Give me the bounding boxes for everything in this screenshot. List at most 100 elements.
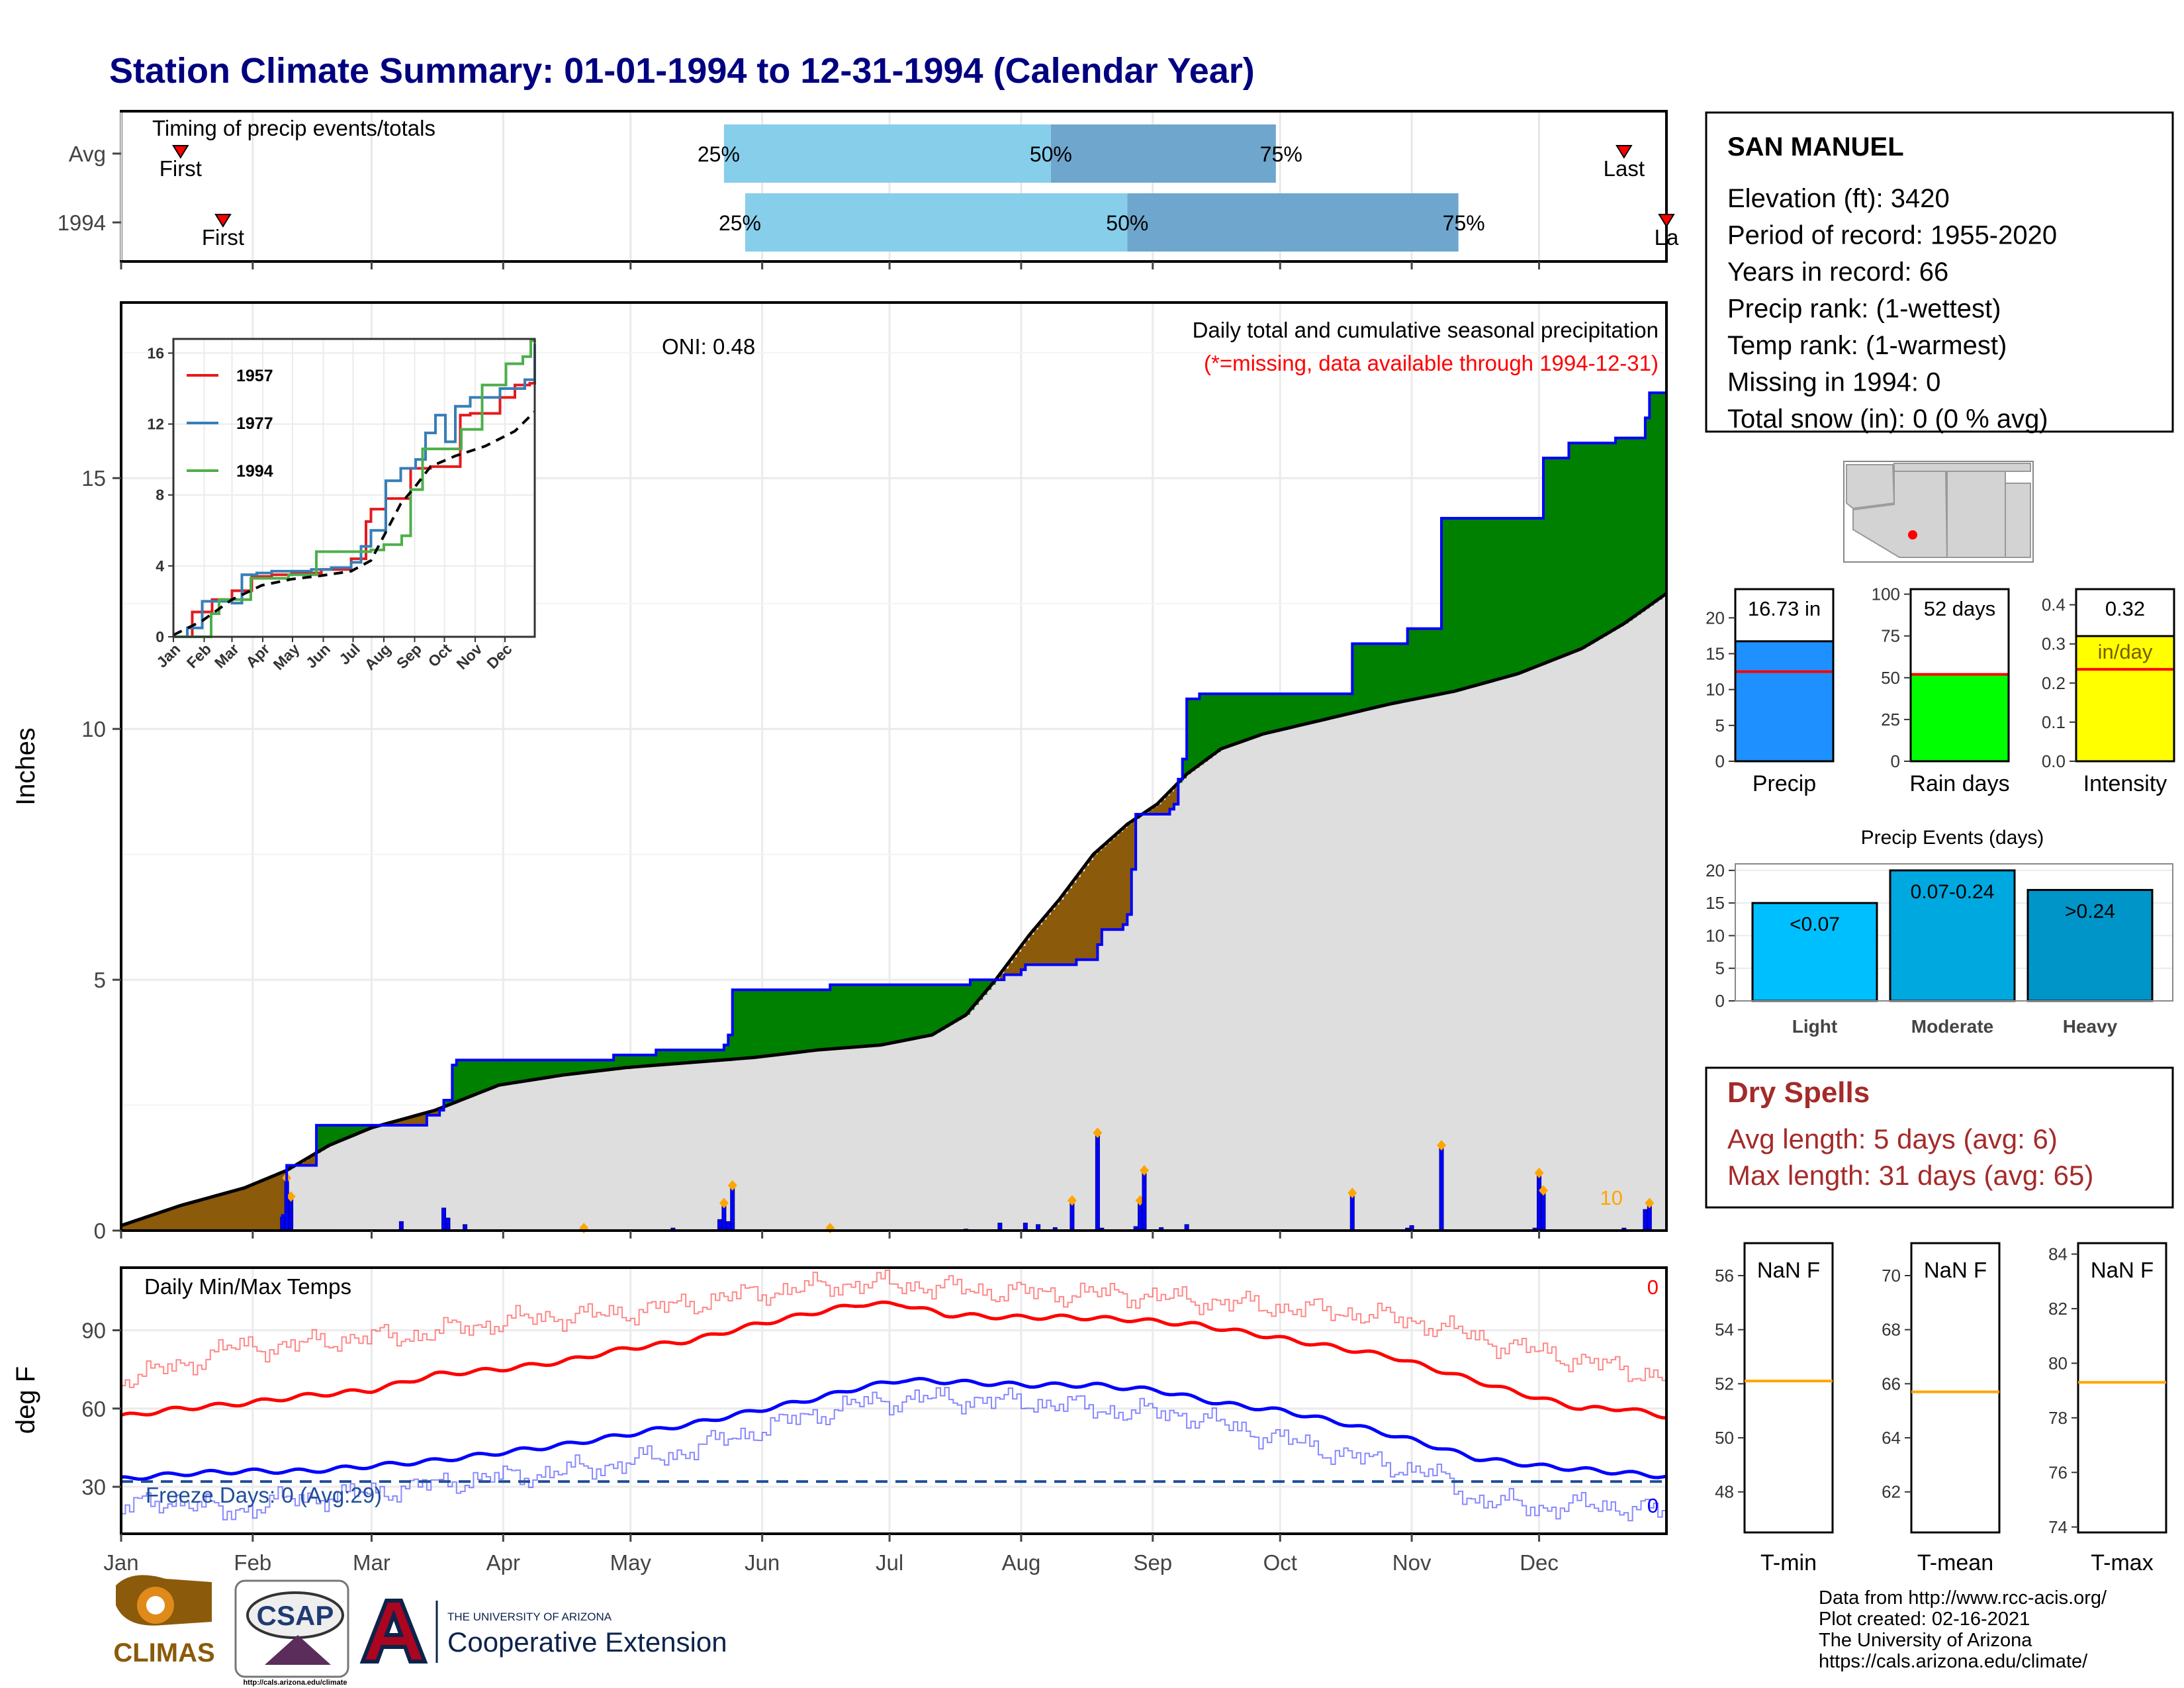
avg-area-segment: [1496, 679, 1502, 1231]
above-avg-segment: [821, 990, 827, 1050]
avg-area-segment: [1594, 641, 1599, 1231]
above-avg-segment: [1356, 643, 1361, 712]
above-avg-segment: [915, 984, 920, 1039]
temp-extreme-line: [121, 1270, 1667, 1388]
avg-area-segment: [512, 1083, 517, 1231]
above-avg-segment: [477, 1060, 482, 1094]
below-avg-segment: [227, 1192, 232, 1231]
inset-bg: [173, 339, 535, 637]
oni-label: ONI: 0.48: [662, 334, 755, 359]
below-avg-segment: [410, 1117, 415, 1125]
avg-area-segment: [1641, 611, 1646, 1231]
below-avg-segment: [418, 1115, 424, 1125]
above-avg-segment: [893, 984, 899, 1043]
heavy-event-marker: [1538, 1185, 1548, 1196]
avg-area-segment: [1454, 691, 1459, 1231]
above-avg-segment: [316, 1125, 322, 1153]
above-avg-segment: [1514, 518, 1519, 675]
avg-area-segment: [745, 1058, 750, 1231]
footer-credits: Data from http://www.rcc-acis.org/Plot c…: [1819, 1587, 2107, 1672]
avg-area-segment: [906, 1040, 911, 1231]
below-avg-segment: [146, 1217, 152, 1231]
below-avg-segment: [163, 1211, 169, 1231]
daily-precip-bar: [1537, 1172, 1542, 1231]
below-avg-segment: [142, 1218, 148, 1231]
daily-precip-bar: [730, 1185, 735, 1231]
above-avg-segment: [549, 1060, 555, 1078]
above-avg-segment: [1424, 628, 1430, 698]
above-avg-segment: [333, 1125, 338, 1144]
avg-area-segment: [1118, 929, 1124, 1231]
above-avg-segment: [1535, 518, 1540, 667]
above-avg-segment: [350, 1125, 355, 1137]
last-event-label: Last: [1604, 156, 1645, 181]
above-avg-segment: [978, 980, 983, 1000]
above-avg-segment: [741, 990, 746, 1059]
avg-area-segment: [1458, 690, 1463, 1231]
below-avg-segment: [1080, 871, 1085, 960]
month-tick-label: Aug: [1002, 1550, 1041, 1575]
daily-precip-bar: [1439, 1145, 1444, 1231]
timing-panel: 25% 50% 75% First Last Avg 25% 50% 75% First La 199…: [58, 110, 1679, 269]
station-location-dot: [1908, 530, 1917, 539]
above-avg-segment: [686, 1050, 691, 1063]
avg-area-segment: [893, 1042, 899, 1231]
above-avg-segment: [1224, 694, 1230, 748]
above-avg-segment: [473, 1060, 478, 1096]
above-avg-segment: [792, 990, 797, 1053]
above-avg-segment: [1191, 698, 1196, 771]
events-bar-label: >0.24: [2065, 900, 2115, 922]
above-avg-segment: [1382, 643, 1387, 706]
avg-area-segment: [694, 1062, 700, 1231]
avg-area-segment: [651, 1065, 657, 1231]
above-avg-segment: [766, 990, 772, 1056]
timing-row-label: 1994: [58, 211, 106, 235]
above-avg-segment: [503, 1060, 508, 1085]
timing-pct-label: 50%: [1030, 142, 1072, 166]
temp-summary-y-tick-label: 52: [1715, 1374, 1734, 1393]
avg-area-segment: [1085, 959, 1090, 1231]
month-tick-label: Jan: [103, 1550, 138, 1575]
heavy-event-marker: [1347, 1188, 1357, 1199]
total-panel-frame: [2075, 588, 2175, 763]
avg-area-segment: [1441, 694, 1447, 1231]
above-avg-segment: [1297, 694, 1302, 726]
above-avg-segment: [1242, 694, 1247, 742]
below-avg-segment: [1017, 951, 1022, 975]
avg-area-segment: [1637, 614, 1642, 1231]
total-value-label: 16.73 in: [1748, 597, 1821, 620]
avg-area-segment: [477, 1093, 482, 1231]
avg-area-segment: [431, 1115, 436, 1231]
temp-summary-frame: [2077, 1242, 2167, 1534]
inset-y-tick-label: 12: [147, 416, 164, 433]
avg-area-segment: [1034, 964, 1039, 1231]
above-avg-segment: [1479, 518, 1484, 684]
below-avg-segment: [1093, 854, 1099, 960]
above-avg-segment: [1208, 694, 1213, 759]
above-avg-segment: [541, 1060, 547, 1079]
above-avg-segment: [1275, 694, 1281, 731]
below-avg-segment: [201, 1199, 206, 1231]
above-avg-segment: [1441, 518, 1447, 694]
inset-series-line: [173, 339, 536, 638]
above-avg-segment: [545, 1060, 551, 1078]
above-avg-segment: [1551, 457, 1557, 661]
avg-area-segment: [860, 1047, 865, 1231]
above-avg-segment: [1407, 628, 1412, 701]
avg-area-segment: [830, 1049, 835, 1231]
avg-area-segment: [647, 1066, 653, 1231]
above-avg-segment: [788, 990, 793, 1054]
station-info-line: Elevation (ft): 3420: [1727, 184, 1950, 213]
station-info-line: Total snow (in): 0 (0 % avg): [1727, 404, 2048, 434]
avg-area-segment: [1407, 700, 1412, 1231]
below-avg-segment: [167, 1209, 173, 1231]
above-avg-segment: [715, 1050, 721, 1061]
avg-area-segment: [498, 1085, 504, 1231]
avg-area-segment: [643, 1066, 649, 1231]
temp-summary-y-tick-label: 56: [1715, 1266, 1734, 1286]
above-avg-segment: [647, 1055, 653, 1066]
above-avg-segment: [605, 1060, 610, 1070]
avg-area-segment: [452, 1103, 457, 1231]
total-unit-label: in/day: [2098, 640, 2153, 663]
